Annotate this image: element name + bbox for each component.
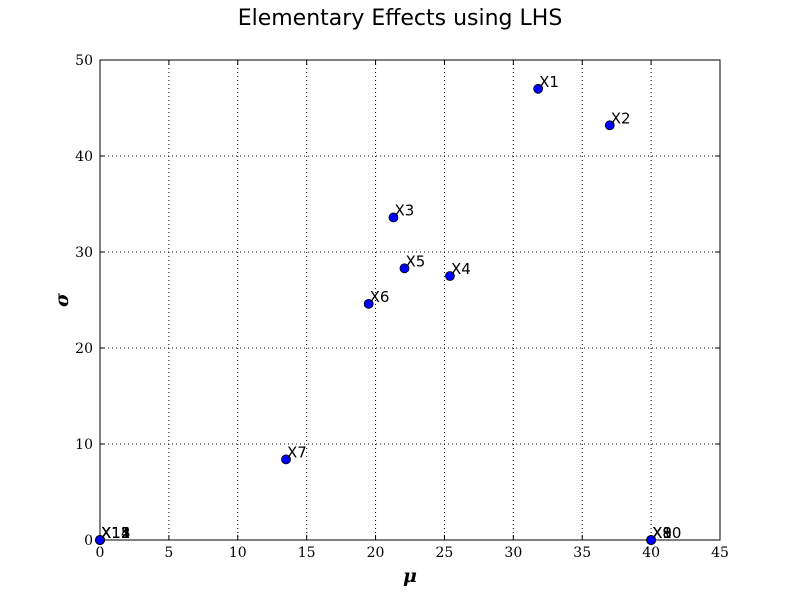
data-point: [281, 454, 291, 465]
data-point-label: X7: [287, 443, 307, 461]
data-point-label: X8: [652, 524, 672, 542]
grid-layer: [100, 60, 720, 540]
x-tick-label: 0: [96, 545, 105, 561]
y-tick-label: 20: [75, 341, 93, 357]
x-tick-label: 20: [367, 545, 385, 561]
data-point: [95, 535, 105, 545]
data-point-label: X12: [101, 524, 130, 542]
data-point: [533, 83, 544, 94]
y-tick-label: 0: [84, 533, 93, 549]
chart-title: Elementary Effects using LHS: [237, 6, 563, 31]
data-point-label: X13: [101, 524, 130, 542]
data-point-label: X6: [370, 288, 390, 306]
data-point: [445, 271, 455, 281]
data-point: [363, 298, 374, 309]
plot-frame: [99, 59, 721, 541]
y-tick-label: 30: [75, 245, 93, 261]
x-tick-label: 40: [642, 545, 660, 561]
y-tick-label: 40: [75, 149, 93, 165]
data-point-label: X11: [101, 524, 130, 542]
x-tick-label: 5: [164, 545, 173, 561]
data-point: [399, 263, 410, 274]
tick-layer: 0 5 10 15 20 25 30 35 40 45 0 10 20 30 40 50: [75, 53, 729, 561]
data-point-label: X3: [394, 201, 414, 219]
data-point-label: X15: [101, 524, 130, 542]
data-point: [604, 120, 615, 131]
x-axis-label: μ: [403, 565, 417, 587]
x-tick-label: 10: [229, 545, 247, 561]
y-tick-label: 10: [75, 437, 93, 453]
data-point-label: X4: [451, 260, 471, 278]
y-axis-label: σ: [51, 292, 73, 307]
data-point: [388, 212, 399, 223]
x-tick-label: 35: [573, 545, 591, 561]
point-layer: [95, 83, 657, 545]
data-point-label: X1: [539, 73, 559, 91]
x-tick-label: 25: [436, 545, 454, 561]
x-tick-label: 15: [298, 545, 316, 561]
data-point-label: X2: [611, 109, 631, 127]
data-point-label: X10: [652, 524, 681, 542]
data-point-label: X9: [652, 524, 672, 542]
data-point-label: X14: [101, 524, 130, 542]
data-point: [646, 535, 657, 545]
data-point-label: X5: [405, 252, 425, 270]
x-tick-label: 30: [504, 545, 522, 561]
x-tick-label: 45: [711, 545, 729, 561]
y-tick-label: 50: [75, 53, 93, 69]
